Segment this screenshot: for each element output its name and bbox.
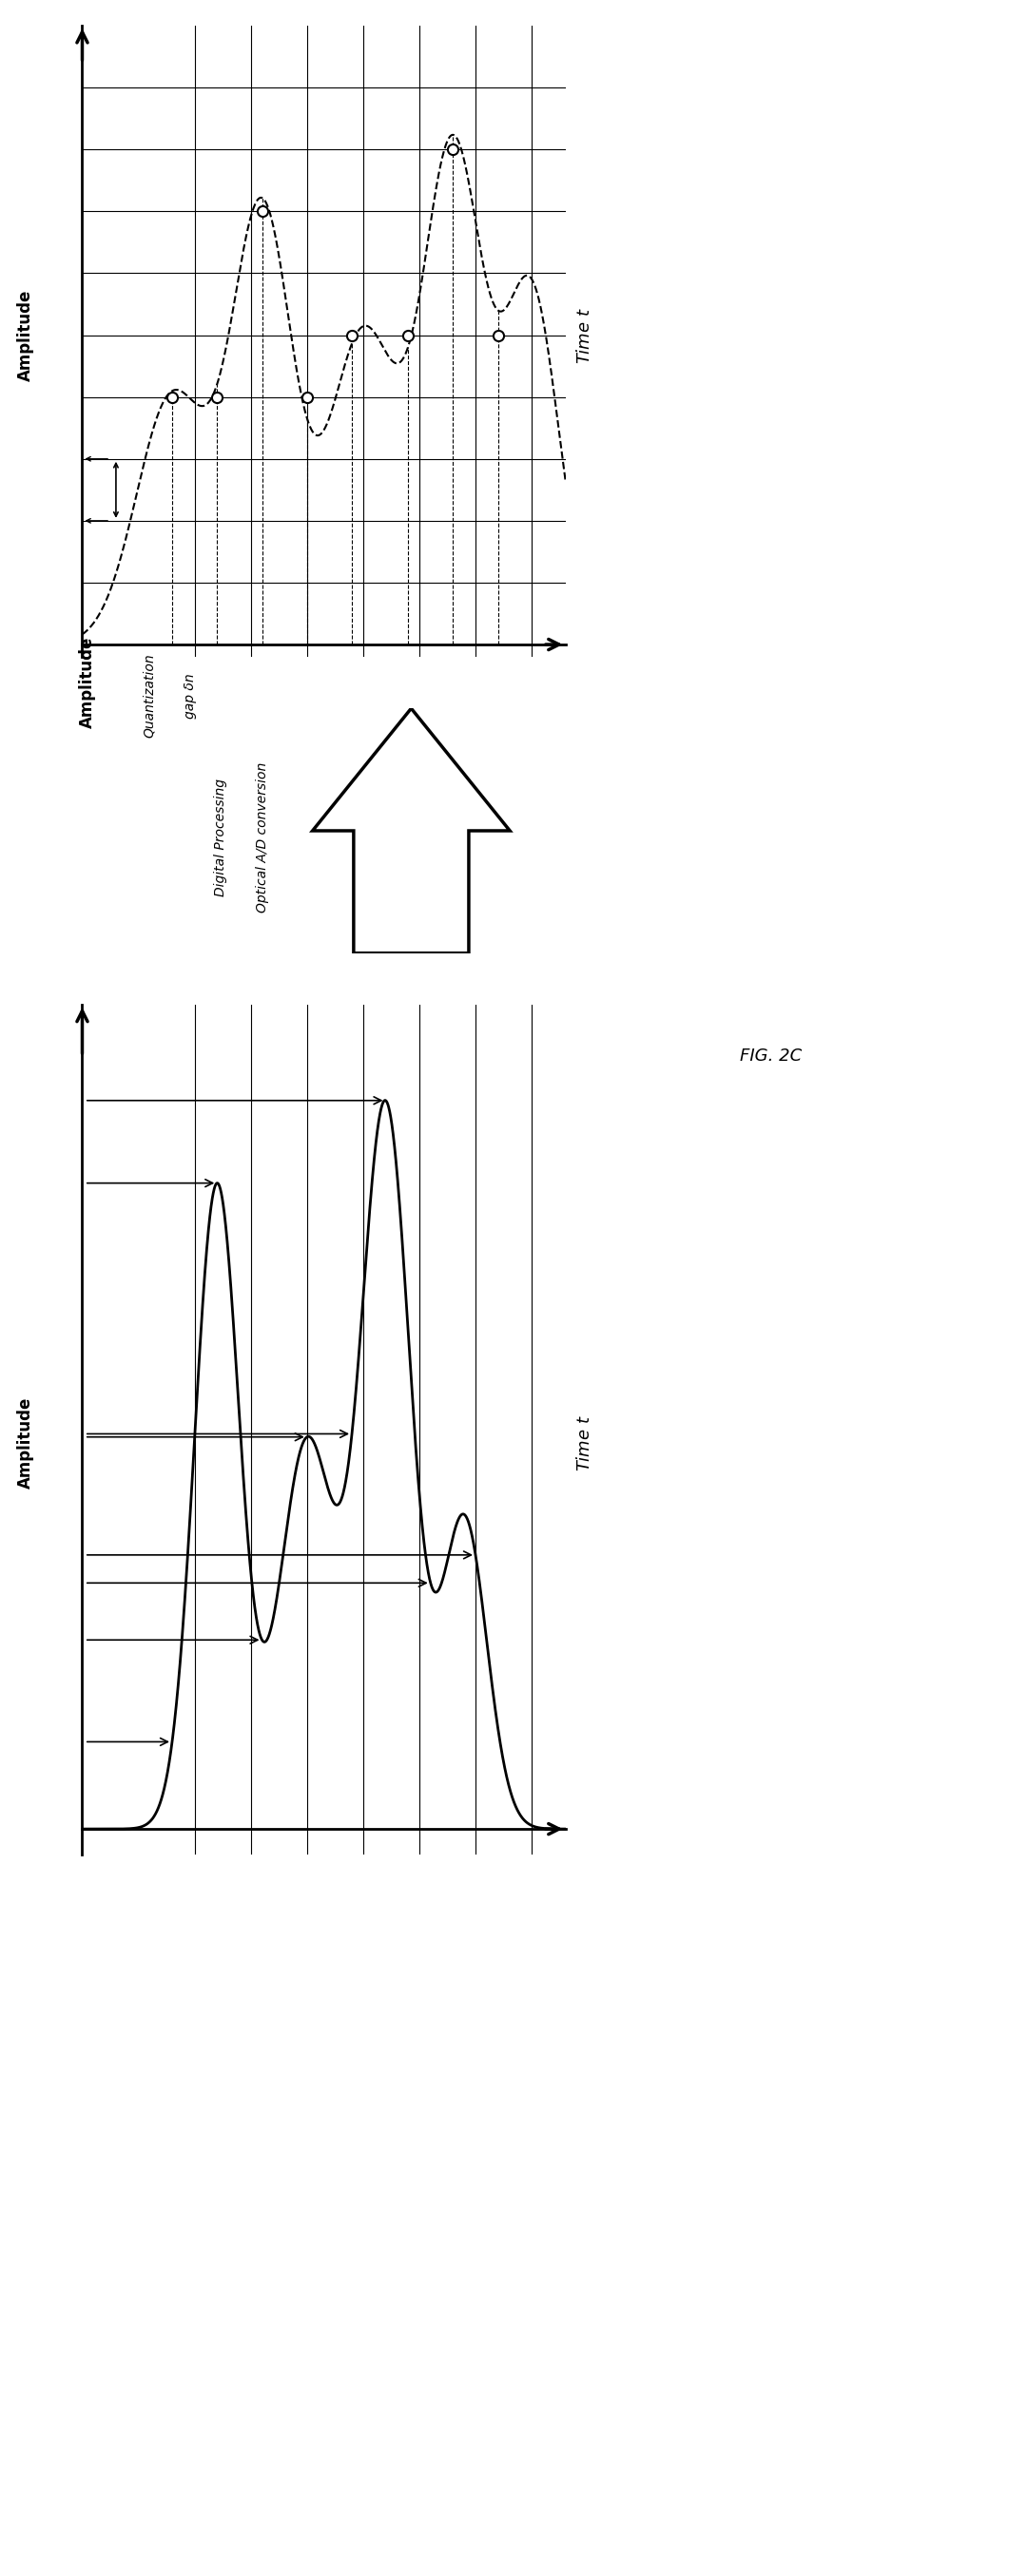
Text: gap δn: gap δn (184, 672, 196, 719)
Text: Time $t$: Time $t$ (577, 1414, 594, 1471)
Text: Time $t$: Time $t$ (577, 307, 594, 363)
Text: Amplitude: Amplitude (17, 289, 35, 381)
Text: Quantization: Quantization (143, 654, 155, 737)
Text: Optical A/D conversion: Optical A/D conversion (256, 762, 268, 912)
Text: Digital Processing: Digital Processing (215, 778, 227, 896)
Text: FIG. 2C: FIG. 2C (740, 1048, 802, 1064)
Text: Amplitude: Amplitude (79, 636, 96, 729)
Text: Amplitude: Amplitude (17, 1396, 35, 1489)
Polygon shape (313, 708, 510, 953)
